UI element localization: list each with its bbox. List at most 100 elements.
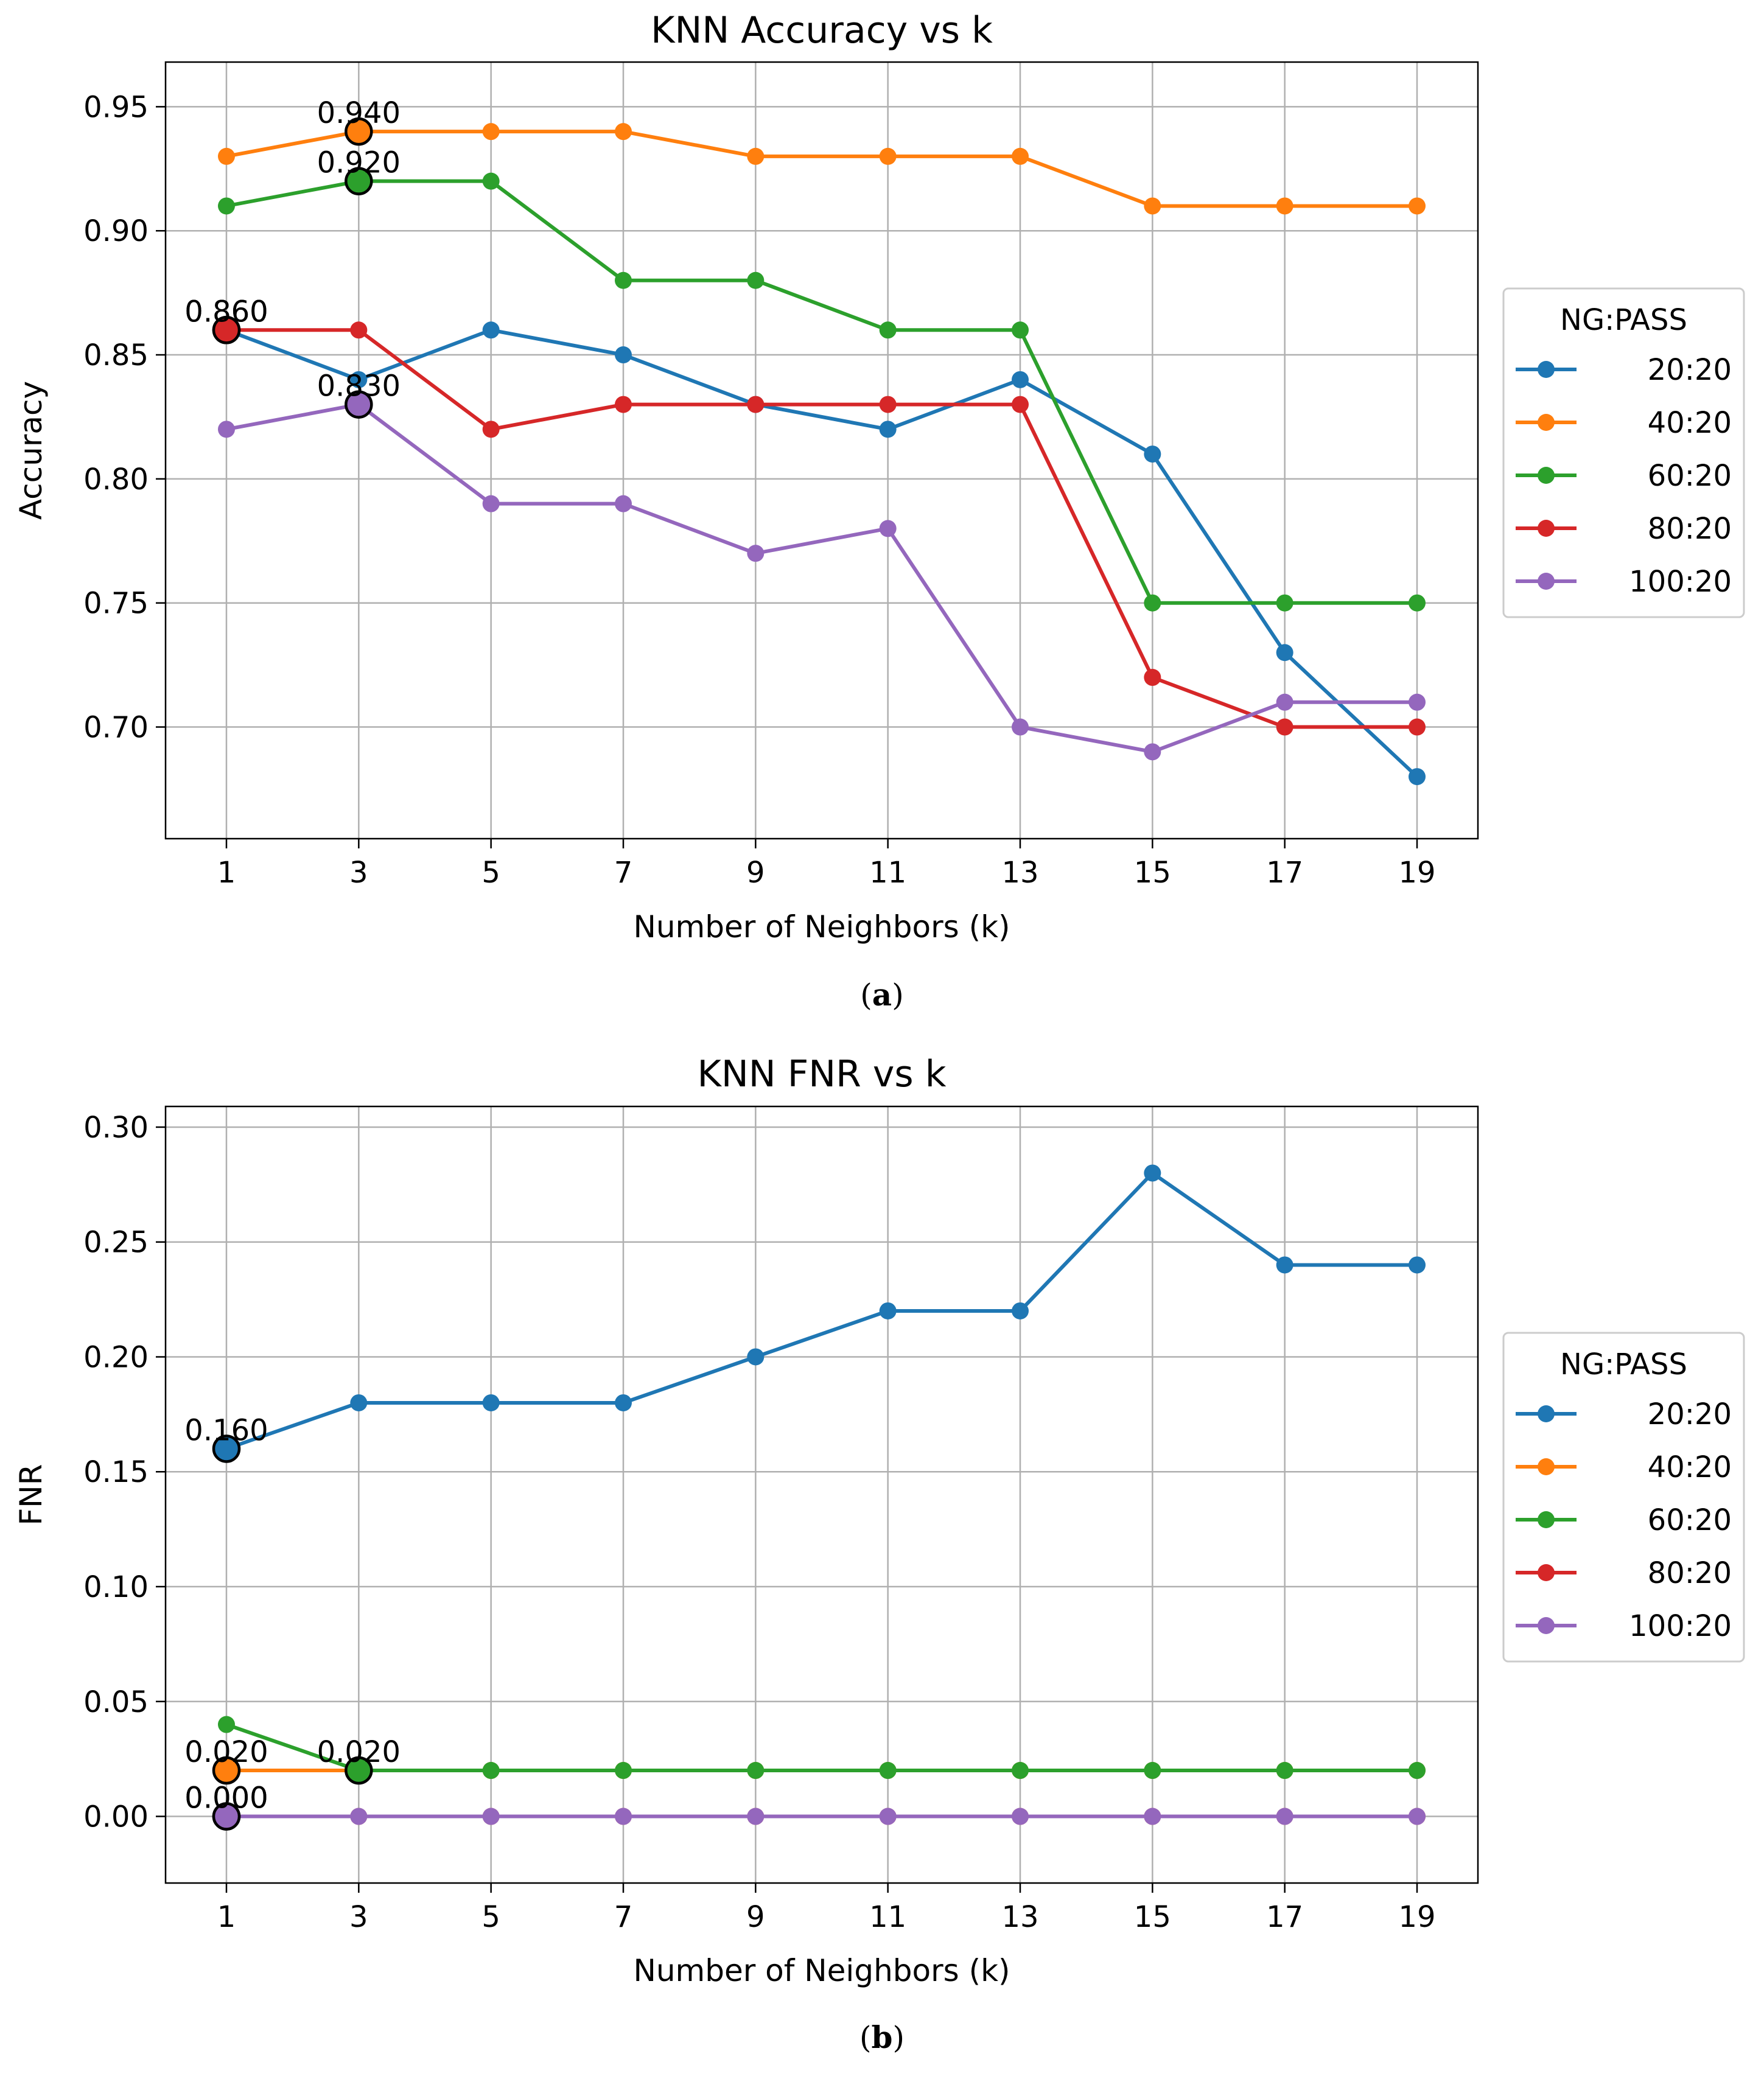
data-point	[615, 495, 632, 512]
data-point	[615, 1808, 632, 1825]
legend-swatch-marker	[1538, 361, 1555, 378]
x-tick-label: 1	[217, 856, 236, 890]
series-line	[225, 328, 1419, 778]
x-axis-label: Number of Neighbors (k)	[633, 909, 1010, 945]
plot-frame	[164, 61, 1479, 840]
data-point	[1409, 693, 1426, 711]
highlight-marker	[212, 1802, 241, 1831]
series-100-20	[218, 396, 1426, 761]
chart-title: KNN FNR vs k	[698, 1053, 947, 1095]
legend-entry-label: 100:20	[1629, 565, 1732, 599]
legend-entry-label: 40:20	[1648, 406, 1732, 440]
data-point	[615, 1394, 632, 1411]
data-point	[615, 396, 632, 413]
y-tick-label: 0.05	[83, 1685, 149, 1719]
y-axis-label: FNR	[13, 1464, 49, 1526]
legend-swatch-marker	[1538, 467, 1555, 484]
data-point	[350, 321, 368, 339]
legend-entry-label: 100:20	[1629, 1609, 1732, 1643]
data-point	[482, 123, 500, 141]
y-tick-label: 0.15	[83, 1455, 149, 1489]
x-axis: 1 3 5 7 9 11 13 15 17 19	[217, 839, 1436, 890]
data-point	[1144, 594, 1161, 612]
highlight-label: 0.000	[184, 1781, 268, 1815]
x-tick-label: 7	[614, 856, 633, 890]
data-point	[350, 1394, 368, 1411]
data-point	[879, 1762, 897, 1780]
data-point	[747, 1808, 765, 1825]
y-tick-label: 0.20	[83, 1340, 149, 1374]
data-point	[1012, 396, 1029, 413]
data-point	[1012, 147, 1029, 165]
caption-a-letter: a	[872, 977, 892, 1013]
highlight-marker	[345, 390, 373, 419]
data-point	[482, 172, 500, 190]
x-axis-label: Number of Neighbors (k)	[633, 1953, 1010, 1988]
x-tick-label: 11	[869, 856, 906, 890]
y-axis-label: Accuracy	[13, 381, 49, 520]
data-point	[747, 271, 765, 289]
legend-swatch-marker	[1538, 1405, 1555, 1422]
x-tick-label: 7	[614, 1900, 633, 1934]
data-point	[1012, 371, 1029, 388]
data-point	[747, 545, 765, 562]
data-point	[1276, 718, 1293, 736]
legend-title: NG:PASS	[1560, 303, 1687, 337]
caption-b-letter: b	[871, 2019, 893, 2055]
highlight-marker	[345, 1756, 373, 1785]
x-tick-label: 9	[746, 856, 765, 890]
data-point	[747, 1348, 765, 1366]
data-point	[1276, 1808, 1293, 1825]
data-point	[747, 147, 765, 165]
data-point	[1012, 1808, 1029, 1825]
x-tick-label: 19	[1398, 856, 1435, 890]
legend-swatch-marker	[1538, 414, 1555, 431]
series-100-20	[218, 1808, 1426, 1825]
data-point	[1409, 1808, 1426, 1825]
y-tick-label: 0.80	[83, 463, 149, 497]
series-line	[226, 1722, 1417, 1773]
y-tick-label: 0.75	[83, 587, 149, 621]
grid	[166, 62, 1478, 839]
x-tick-label: 19	[1398, 1900, 1435, 1934]
x-tick-label: 15	[1134, 1900, 1171, 1934]
data-point	[482, 1762, 500, 1780]
highlight-label: 0.020	[317, 1735, 401, 1769]
data-point	[747, 396, 765, 413]
data-point	[615, 271, 632, 289]
series-40-20	[218, 123, 1426, 215]
data-point	[1144, 1164, 1161, 1182]
y-axis: 0.00 0.05 0.10 0.15 0.20 0.25 0.30	[83, 1111, 166, 1834]
data-point	[615, 123, 632, 141]
highlight-label: 0.920	[317, 146, 401, 180]
data-point	[1409, 197, 1426, 215]
data-point	[1409, 1762, 1426, 1780]
data-point	[1144, 743, 1161, 761]
data-point	[218, 147, 235, 165]
data-point	[482, 421, 500, 438]
data-point	[879, 1808, 897, 1825]
data-point	[1144, 1808, 1161, 1825]
legend-swatch-marker	[1538, 1617, 1555, 1634]
data-point	[1409, 768, 1426, 786]
data-point	[1276, 693, 1293, 711]
series-group	[218, 123, 1426, 786]
data-point	[1409, 718, 1426, 736]
data-point	[1144, 197, 1161, 215]
data-point	[879, 147, 897, 165]
data-point	[615, 346, 632, 364]
data-point	[1012, 718, 1029, 736]
legend-entry-label: 60:20	[1648, 1503, 1732, 1537]
legend: NG:PASS 20:20 40:20 60:20 80:20 100:20	[1502, 1332, 1745, 1663]
series-line	[226, 1171, 1417, 1451]
series-line	[226, 130, 1417, 208]
data-point	[747, 1762, 765, 1780]
highlight-marker	[345, 117, 373, 146]
highlight-marker	[212, 316, 241, 344]
data-point	[879, 421, 897, 438]
chart-title: KNN Accuracy vs k	[651, 9, 993, 52]
legend-swatch-marker	[1538, 1564, 1555, 1581]
series-20-20	[218, 321, 1426, 786]
